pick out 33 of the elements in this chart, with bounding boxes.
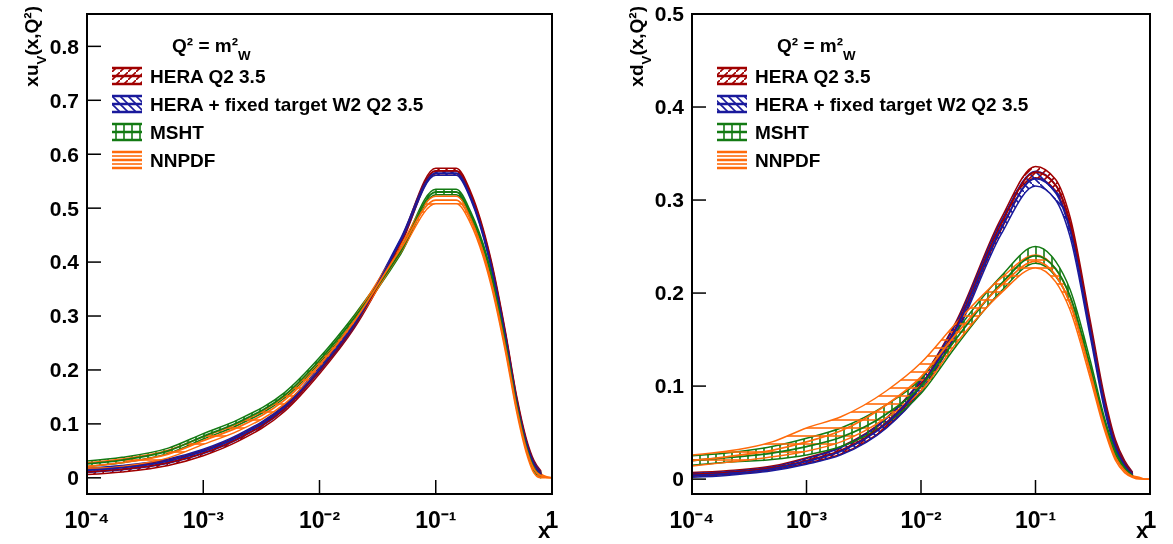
legend-label: HERA Q2 3.5 — [150, 65, 266, 87]
x-tick-label: 10⁻¹ — [1014, 507, 1057, 533]
y-tick-label: 0.3 — [49, 304, 79, 328]
y-tick-label: 0.5 — [654, 2, 685, 26]
x-tick-label: 10⁻² — [900, 507, 942, 533]
x-tick-label: 10⁻³ — [182, 507, 225, 533]
legend-label: MSHT — [150, 121, 205, 143]
x-tick-label: 10⁻² — [298, 507, 341, 533]
legend-label: HERA + fixed target W2 Q2 3.5 — [150, 93, 424, 115]
y-tick-label: 0.7 — [49, 88, 79, 112]
legend-label: NNPDF — [150, 149, 216, 171]
y-tick-label: 0 — [672, 467, 684, 491]
legend-label: HERA + fixed target W2 Q2 3.5 — [755, 93, 1029, 115]
legend-label: MSHT — [755, 121, 810, 143]
y-tick-label: 0.4 — [49, 250, 80, 274]
y-tick-label: 0.6 — [49, 142, 79, 166]
y-tick-label: 0.2 — [49, 358, 79, 382]
x-tick-label: 10⁻¹ — [415, 507, 457, 533]
legend-title: Q² = m²$_{W}$ — [172, 35, 251, 63]
legend-label: NNPDF — [755, 149, 821, 171]
legend-label: HERA Q2 3.5 — [755, 65, 871, 87]
x-tick-label: 10⁻⁴ — [64, 507, 110, 533]
y-tick-label: 0.3 — [654, 188, 684, 212]
y-tick-label: 0 — [67, 466, 79, 490]
x-tick-label: 10⁻⁴ — [669, 507, 715, 533]
y-tick-label: 0.8 — [49, 34, 80, 58]
legend-title: Q² = m²$_{W}$ — [777, 35, 856, 63]
x-tick-label: 10⁻³ — [785, 507, 828, 533]
y-tick-label: 0.2 — [654, 281, 684, 305]
y-tick-label: 0.1 — [49, 412, 80, 436]
y-tick-label: 0.4 — [654, 95, 685, 119]
y-tick-label: 0.5 — [49, 196, 80, 220]
y-tick-label: 0.1 — [654, 374, 685, 398]
